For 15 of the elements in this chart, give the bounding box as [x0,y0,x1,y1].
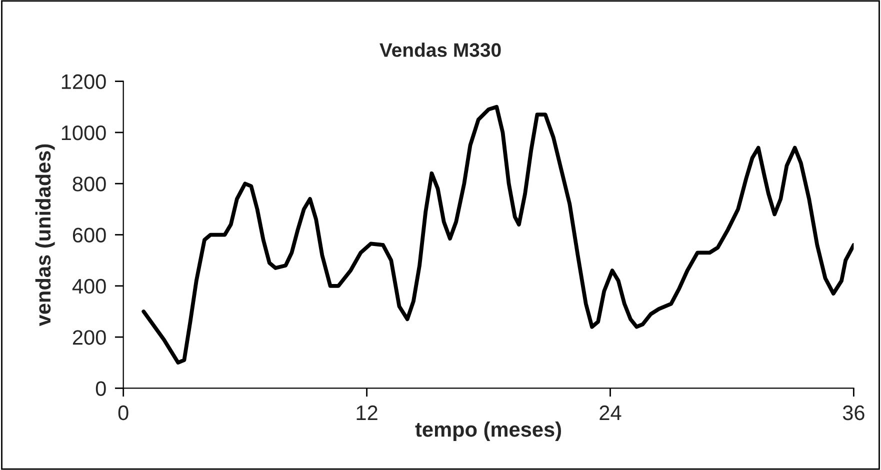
x-tick-label: 0 [118,405,128,420]
y-tick-label: 200 [72,330,106,345]
y-tick-label: 1200 [62,74,106,90]
x-tick-label: 12 [356,405,378,420]
line-series [142,104,854,365]
x-axis-title: tempo (meses) [415,422,561,441]
chart-title: Vendas M330 [380,42,501,57]
x-tick-label: 24 [600,405,622,420]
y-tick-label: 400 [72,278,106,294]
y-tick-label: 0 [96,381,106,396]
y-axis-title: vendas (unidades) [35,144,55,326]
y-tick-label: 800 [72,176,106,192]
y-tick-label: 1000 [62,125,106,140]
y-tick-label: 600 [72,228,106,243]
x-tick-label: 36 [842,405,864,420]
